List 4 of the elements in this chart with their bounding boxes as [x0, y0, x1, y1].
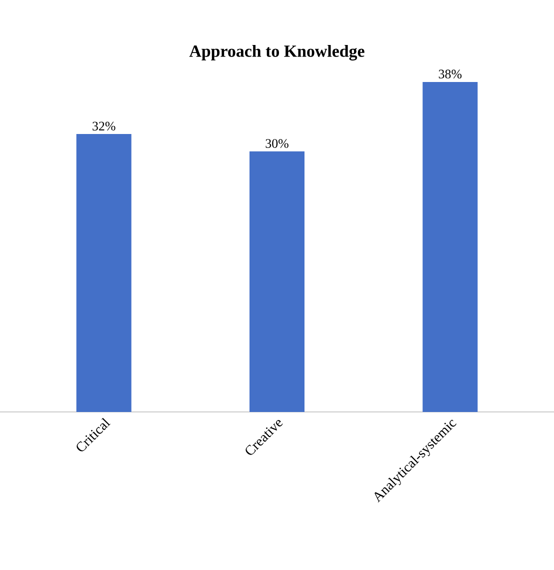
data-label: 32%	[92, 122, 116, 131]
chart-title: Approach to Knowledge	[189, 44, 364, 60]
data-label: 30%	[266, 139, 288, 148]
data-label: 38%	[438, 70, 462, 78]
